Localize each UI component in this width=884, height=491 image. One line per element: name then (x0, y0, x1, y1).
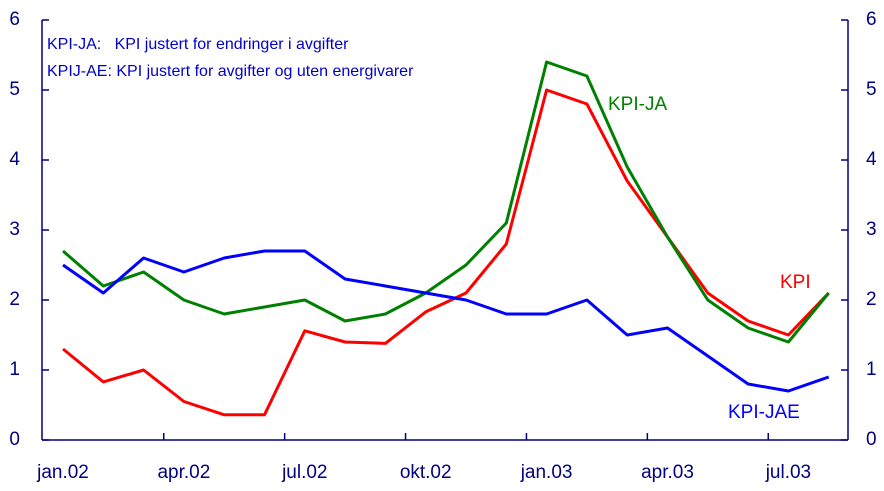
y-tick-label: 3 (9, 219, 20, 240)
y-tick-label: 4 (9, 149, 20, 170)
x-tick-label: jan.03 (520, 462, 573, 483)
series-line (62, 60, 830, 344)
y2-tick-label: 0 (866, 429, 877, 450)
x-tick-label: okt.02 (400, 462, 452, 483)
y-tick-label: 1 (9, 359, 20, 380)
y2-tick-label: 5 (866, 79, 877, 100)
y2-tick-label: 4 (866, 149, 877, 170)
x-tick-label: jan.02 (36, 462, 89, 483)
x-tick-label: apr.02 (157, 462, 210, 483)
series-line (62, 249, 830, 393)
y-tick-label: 6 (9, 9, 20, 30)
y-tick-label: 0 (9, 429, 20, 450)
annotation: KPI-JA: KPI justert for endringer i avgi… (47, 36, 349, 53)
series-label: KPI-JA (608, 94, 667, 115)
y2-tick-label: 1 (866, 359, 877, 380)
series-label: KPI (780, 272, 811, 293)
series-line (62, 88, 830, 417)
x-tick-label: jul.03 (765, 462, 811, 483)
x-tick-label: apr.03 (641, 462, 694, 483)
y2-tick-label: 3 (866, 219, 877, 240)
y2-tick-label: 2 (866, 289, 877, 310)
y-tick-label: 5 (9, 79, 20, 100)
y2-tick-label: 6 (866, 9, 877, 30)
annotation: KPIJ-AE: KPI justert for avgifter og ute… (47, 63, 414, 80)
y-tick-label: 2 (9, 289, 20, 310)
x-tick-label: jul.02 (281, 462, 327, 483)
series-label: KPI-JAE (728, 402, 800, 423)
